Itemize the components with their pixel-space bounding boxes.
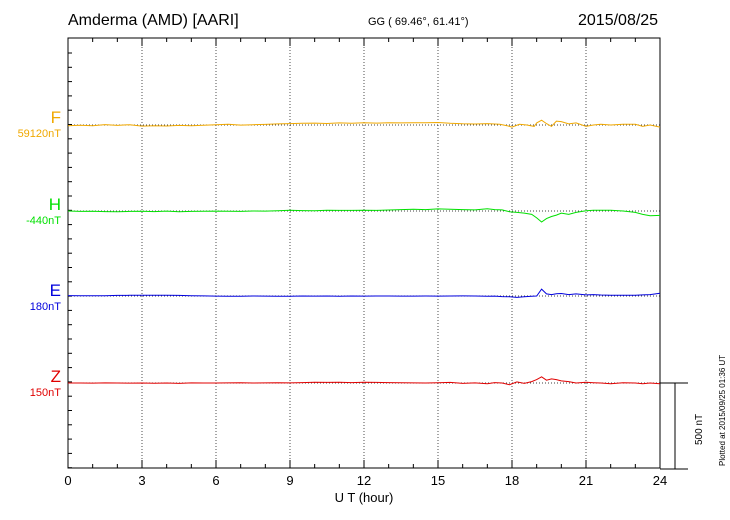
x-axis-title: U T (hour) bbox=[335, 490, 394, 505]
label-f: F 59120nT bbox=[18, 108, 61, 140]
x-tick-label: 0 bbox=[64, 473, 71, 488]
label-h: H -440nT bbox=[26, 195, 61, 227]
series-baseline-e: 180nT bbox=[29, 301, 61, 313]
x-tick-label: 6 bbox=[212, 473, 219, 488]
x-tick-label: 18 bbox=[505, 473, 519, 488]
scale-bar-label: 500 nT bbox=[694, 413, 705, 445]
series-line-e bbox=[67, 288, 661, 298]
geographic-coordinates: GG ( 69.46°, 61.41°) bbox=[368, 16, 469, 28]
plotted-timestamp: Plotted at 2015/09/25 01:36 UT bbox=[718, 354, 727, 466]
x-tick-label: 24 bbox=[653, 473, 667, 488]
series-baseline-h: -440nT bbox=[26, 215, 61, 227]
x-tick-label: 3 bbox=[138, 473, 145, 488]
plot-frame bbox=[67, 37, 661, 469]
x-tick-label: 9 bbox=[286, 473, 293, 488]
label-z: Z 150nT bbox=[30, 367, 61, 399]
series-name-f: F bbox=[50, 108, 61, 127]
series-line-f bbox=[67, 119, 661, 128]
series-baseline-f: 59120nT bbox=[17, 128, 61, 140]
date-label: 2015/08/25 bbox=[578, 12, 659, 29]
series-name-z: Z bbox=[50, 367, 61, 386]
series-name-e: E bbox=[49, 281, 61, 300]
station-title: Amderma (AMD) [AARI] bbox=[68, 12, 239, 29]
series-name-h: H bbox=[48, 195, 61, 214]
x-tick-label: 12 bbox=[357, 473, 371, 488]
series-line-z bbox=[68, 376, 661, 386]
x-tick-label: 21 bbox=[579, 473, 593, 488]
series-baseline-z: 150nT bbox=[29, 387, 61, 399]
series-line-h bbox=[67, 208, 661, 223]
x-tick-label: 15 bbox=[431, 473, 445, 488]
label-e: E 180nT bbox=[30, 281, 61, 313]
